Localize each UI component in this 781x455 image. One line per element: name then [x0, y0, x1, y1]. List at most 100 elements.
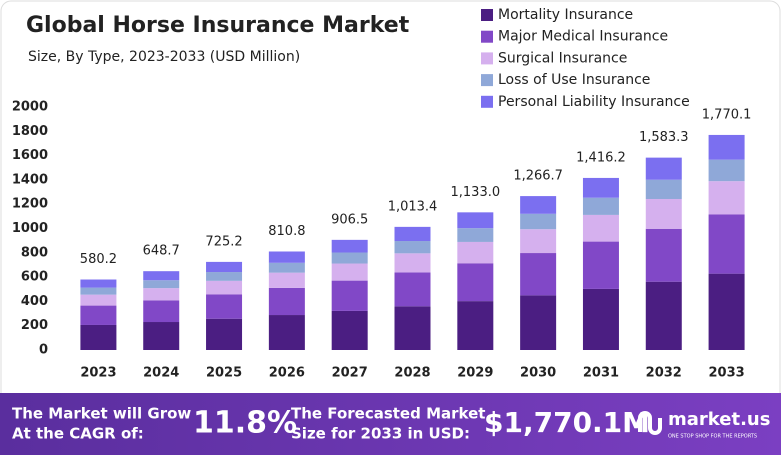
total-label: 1,416.2: [576, 150, 626, 165]
forecast-text: Size for 2033 in USD:: [291, 425, 470, 443]
chart-subtitle: Size, By Type, 2023-2033 (USD Million): [28, 49, 300, 65]
legend-label: Personal Liability Insurance: [498, 94, 690, 110]
bar-segment: [268, 262, 305, 273]
bar-segment: [645, 157, 682, 180]
total-label: 810.8: [268, 224, 305, 239]
bar-segment: [582, 177, 619, 198]
total-label: 725.2: [205, 234, 242, 249]
bar-segment: [80, 279, 117, 288]
x-tick-label: 2026: [269, 366, 305, 381]
x-tick-label: 2025: [206, 366, 242, 381]
legend-swatch: [481, 95, 493, 108]
y-tick-label: 200: [21, 318, 48, 333]
bar-segment: [206, 272, 243, 281]
brand: market.us: [668, 409, 770, 430]
y-tick-label: 0: [39, 343, 48, 358]
x-tick-label: 2027: [332, 366, 368, 381]
y-tick-label: 1800: [12, 124, 48, 139]
y-tick-label: 1200: [12, 197, 48, 212]
bar-segment: [645, 198, 682, 229]
legend-label: Mortality Insurance: [498, 7, 633, 23]
bar-segment: [394, 226, 431, 242]
bar-segment: [80, 287, 117, 295]
legend-swatch: [481, 30, 493, 43]
bar-segment: [520, 253, 557, 296]
bar-segment: [206, 318, 243, 350]
bar-segment: [331, 252, 368, 264]
total-label: 1,583.3: [639, 130, 689, 145]
bar-segment: [80, 324, 117, 350]
legend-label: Surgical Insurance: [498, 50, 627, 66]
bar-segment: [582, 241, 619, 289]
y-tick-label: 600: [21, 270, 48, 285]
bar-segment: [457, 301, 494, 350]
y-tick-label: 1600: [12, 148, 48, 163]
x-tick-label: 2024: [143, 366, 179, 381]
x-tick-label: 2032: [646, 366, 682, 381]
brand-logo: [638, 411, 662, 435]
bar-segment: [457, 228, 494, 242]
forecast-text: The Forecasted Market: [291, 405, 485, 423]
bar-segment: [708, 134, 745, 160]
total-label: 648.7: [143, 244, 180, 259]
bar-segment: [143, 271, 180, 281]
bar-segment: [206, 261, 243, 273]
bar-segment: [520, 213, 557, 230]
bar-segment: [520, 196, 557, 214]
bar-segment: [394, 306, 431, 350]
bar-segment: [80, 294, 117, 306]
cagr-value: 11.8%: [193, 406, 297, 441]
bar-segment: [331, 280, 368, 311]
bar-segment: [331, 263, 368, 281]
total-label: 1,013.4: [388, 199, 438, 214]
total-label: 906.5: [331, 212, 368, 227]
x-tick-label: 2029: [457, 366, 493, 381]
bar-segment: [143, 300, 180, 323]
x-tick-label: 2030: [520, 366, 556, 381]
y-tick-label: 400: [21, 294, 48, 309]
bar-segment: [268, 315, 305, 350]
bar-segment: [268, 287, 305, 316]
bar-segment: [206, 280, 243, 295]
legend-label: Loss of Use Insurance: [498, 72, 650, 88]
bar-segment: [143, 322, 180, 350]
bar-segment: [143, 288, 180, 301]
y-tick-label: 1000: [12, 221, 48, 236]
bar-segment: [645, 179, 682, 199]
bar-segment: [582, 288, 619, 350]
forecast-value: $1,770.1M: [484, 406, 650, 439]
legend-swatch: [481, 52, 493, 65]
total-label: 1,770.1: [702, 107, 752, 122]
bar-segment: [520, 295, 557, 350]
bar-segment: [394, 253, 431, 273]
x-tick-label: 2023: [80, 366, 116, 381]
bar-segment: [394, 241, 431, 254]
brand-tagline: ONE STOP SHOP FOR THE REPORTS: [668, 434, 757, 440]
y-tick-label: 2000: [12, 100, 48, 115]
cagr-text: At the CAGR of:: [12, 425, 144, 443]
bar-segment: [457, 212, 494, 229]
legend-swatch: [481, 74, 493, 87]
bar-segment: [708, 273, 745, 350]
bar-segment: [206, 294, 243, 319]
bar-segment: [520, 229, 557, 254]
legend-label: Major Medical Insurance: [498, 29, 668, 45]
cagr-text: The Market will Grow: [12, 405, 191, 423]
bar-segment: [708, 159, 745, 182]
bar-segment: [268, 272, 305, 288]
y-tick-label: 800: [21, 245, 48, 260]
total-label: 580.2: [80, 252, 117, 267]
x-tick-label: 2033: [708, 366, 744, 381]
legend-swatch: [481, 9, 493, 21]
total-label: 1,133.0: [451, 185, 501, 200]
bar-segment: [331, 310, 368, 350]
bar-segment: [708, 214, 745, 274]
bar-segment: [582, 197, 619, 215]
x-tick-label: 2028: [394, 366, 430, 381]
bar-segment: [268, 251, 305, 263]
bar-segment: [331, 239, 368, 253]
bar-segment: [708, 181, 745, 215]
y-tick-label: 1400: [12, 172, 48, 187]
